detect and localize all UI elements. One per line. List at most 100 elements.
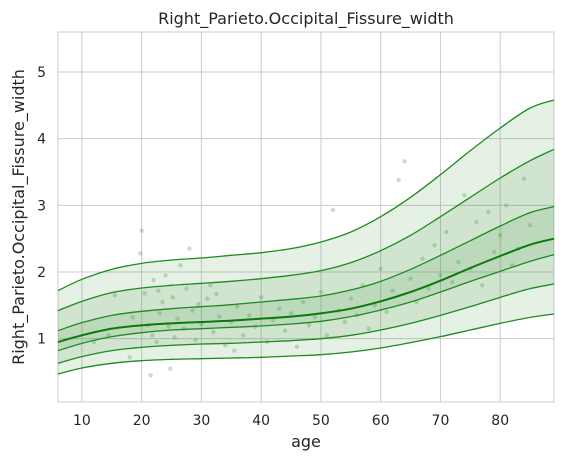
data-point <box>211 329 216 335</box>
data-point <box>163 273 168 278</box>
data-point <box>178 263 183 268</box>
x-tick-label: 40 <box>252 413 270 429</box>
data-point <box>235 304 240 309</box>
data-point <box>150 333 155 338</box>
data-point <box>154 339 159 345</box>
data-point <box>168 366 173 371</box>
data-point <box>223 343 228 348</box>
data-point <box>312 315 318 320</box>
y-tick-label: 2 <box>37 265 46 281</box>
data-point <box>342 319 348 325</box>
data-point <box>348 296 354 301</box>
data-point <box>276 306 282 311</box>
data-point <box>330 207 336 213</box>
centile-line <box>57 99 555 292</box>
data-point <box>390 288 395 293</box>
x-tick-label: 20 <box>133 413 151 429</box>
data-point <box>172 335 177 340</box>
data-point <box>127 355 132 360</box>
centile-band <box>58 149 554 364</box>
x-axis-label: age <box>291 432 321 451</box>
data-point <box>156 288 161 293</box>
data-point <box>112 293 117 298</box>
data-point <box>148 373 153 378</box>
data-point <box>208 283 213 288</box>
centile-line <box>57 237 555 343</box>
data-point <box>384 309 389 315</box>
x-tick-label: 50 <box>312 413 330 429</box>
data-point <box>142 291 147 296</box>
y-axis-label: Right_Parieto.Occipital_Fissure_width <box>9 69 29 365</box>
centile-bands <box>58 100 554 374</box>
x-tick-label: 10 <box>73 413 91 429</box>
data-point <box>527 223 533 228</box>
grid <box>58 32 554 402</box>
data-point <box>324 333 330 338</box>
centile-line <box>57 206 555 332</box>
data-point <box>474 219 479 225</box>
x-tick-label: 70 <box>432 413 450 429</box>
data-point <box>166 324 171 329</box>
data-point <box>426 286 431 291</box>
data-point <box>456 259 461 265</box>
centile-band <box>58 206 554 351</box>
centile-line <box>57 148 555 312</box>
data-point <box>503 203 509 208</box>
data-point <box>486 209 491 215</box>
data-point <box>396 177 401 183</box>
data-point <box>306 323 312 328</box>
data-point <box>366 326 371 331</box>
data-point <box>205 296 210 301</box>
data-point <box>288 311 294 316</box>
centile-line <box>57 254 555 352</box>
data-point <box>190 308 195 313</box>
chart-title: Right_Parieto.Occipital_Fissure_width <box>158 9 454 29</box>
data-point <box>193 337 198 343</box>
y-tick-label: 1 <box>37 332 46 348</box>
y-tick-label: 5 <box>37 65 46 81</box>
data-point <box>498 233 503 238</box>
y-tick-label: 3 <box>37 198 46 214</box>
data-point <box>138 251 143 256</box>
data-point <box>378 266 383 271</box>
data-point <box>175 316 180 321</box>
data-point <box>438 273 443 278</box>
data-point <box>408 276 413 281</box>
centile-line <box>57 283 555 364</box>
data-point <box>130 315 135 320</box>
data-point <box>480 283 485 288</box>
data-point <box>432 243 437 248</box>
data-point <box>258 295 264 300</box>
data-point <box>196 301 201 307</box>
data-point <box>402 159 407 164</box>
data-point <box>450 279 455 285</box>
data-point <box>492 249 497 255</box>
data-point <box>521 176 527 181</box>
y-tick-label: 4 <box>37 132 46 148</box>
data-point <box>139 228 144 233</box>
y-tick-labels: 1 2 3 4 5 <box>37 65 46 348</box>
data-point <box>217 314 222 319</box>
data-point <box>187 246 192 251</box>
x-tick-label: 60 <box>372 413 390 429</box>
centile-line <box>57 313 555 375</box>
data-point <box>462 193 467 198</box>
data-point <box>300 299 306 305</box>
data-point <box>184 286 189 291</box>
data-point <box>294 344 300 349</box>
data-point <box>160 299 165 305</box>
data-point <box>282 328 288 333</box>
data-point <box>241 333 246 338</box>
data-point <box>170 295 175 300</box>
data-point <box>232 348 237 353</box>
data-point <box>420 256 425 261</box>
data-point <box>318 289 324 295</box>
scatter-points <box>91 159 533 378</box>
x-tick-labels: 10 20 30 40 50 60 70 80 <box>73 413 509 429</box>
x-tick-label: 30 <box>193 413 211 429</box>
centile-lines <box>57 99 555 375</box>
data-point <box>247 313 252 318</box>
data-point <box>444 229 449 235</box>
data-point <box>214 291 219 297</box>
data-point <box>157 311 162 316</box>
